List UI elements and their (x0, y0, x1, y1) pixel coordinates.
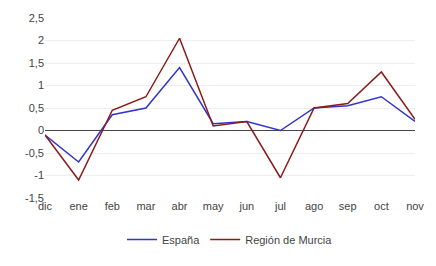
svg-text:España: España (162, 234, 200, 246)
svg-text:dic: dic (38, 200, 53, 212)
svg-text:-0,5: -0,5 (25, 147, 44, 159)
svg-text:feb: feb (105, 200, 120, 212)
svg-text:jun: jun (238, 200, 254, 212)
svg-text:mar: mar (136, 200, 155, 212)
svg-text:may: may (203, 200, 224, 212)
svg-text:0,5: 0,5 (29, 102, 44, 114)
svg-text:0: 0 (38, 124, 44, 136)
svg-text:1: 1 (38, 79, 44, 91)
svg-text:-1,5: -1,5 (25, 192, 44, 204)
svg-text:1,5: 1,5 (29, 57, 44, 69)
svg-text:2,5: 2,5 (29, 12, 44, 24)
svg-text:ene: ene (69, 200, 87, 212)
svg-text:sep: sep (339, 200, 357, 212)
svg-text:jul: jul (274, 200, 286, 212)
svg-text:oct: oct (374, 200, 389, 212)
svg-text:nov: nov (406, 200, 424, 212)
svg-text:ago: ago (305, 200, 323, 212)
svg-text:-1: -1 (34, 169, 44, 181)
svg-text:2: 2 (38, 34, 44, 46)
svg-text:Región de Murcia: Región de Murcia (245, 234, 332, 246)
svg-text:abr: abr (172, 200, 188, 212)
